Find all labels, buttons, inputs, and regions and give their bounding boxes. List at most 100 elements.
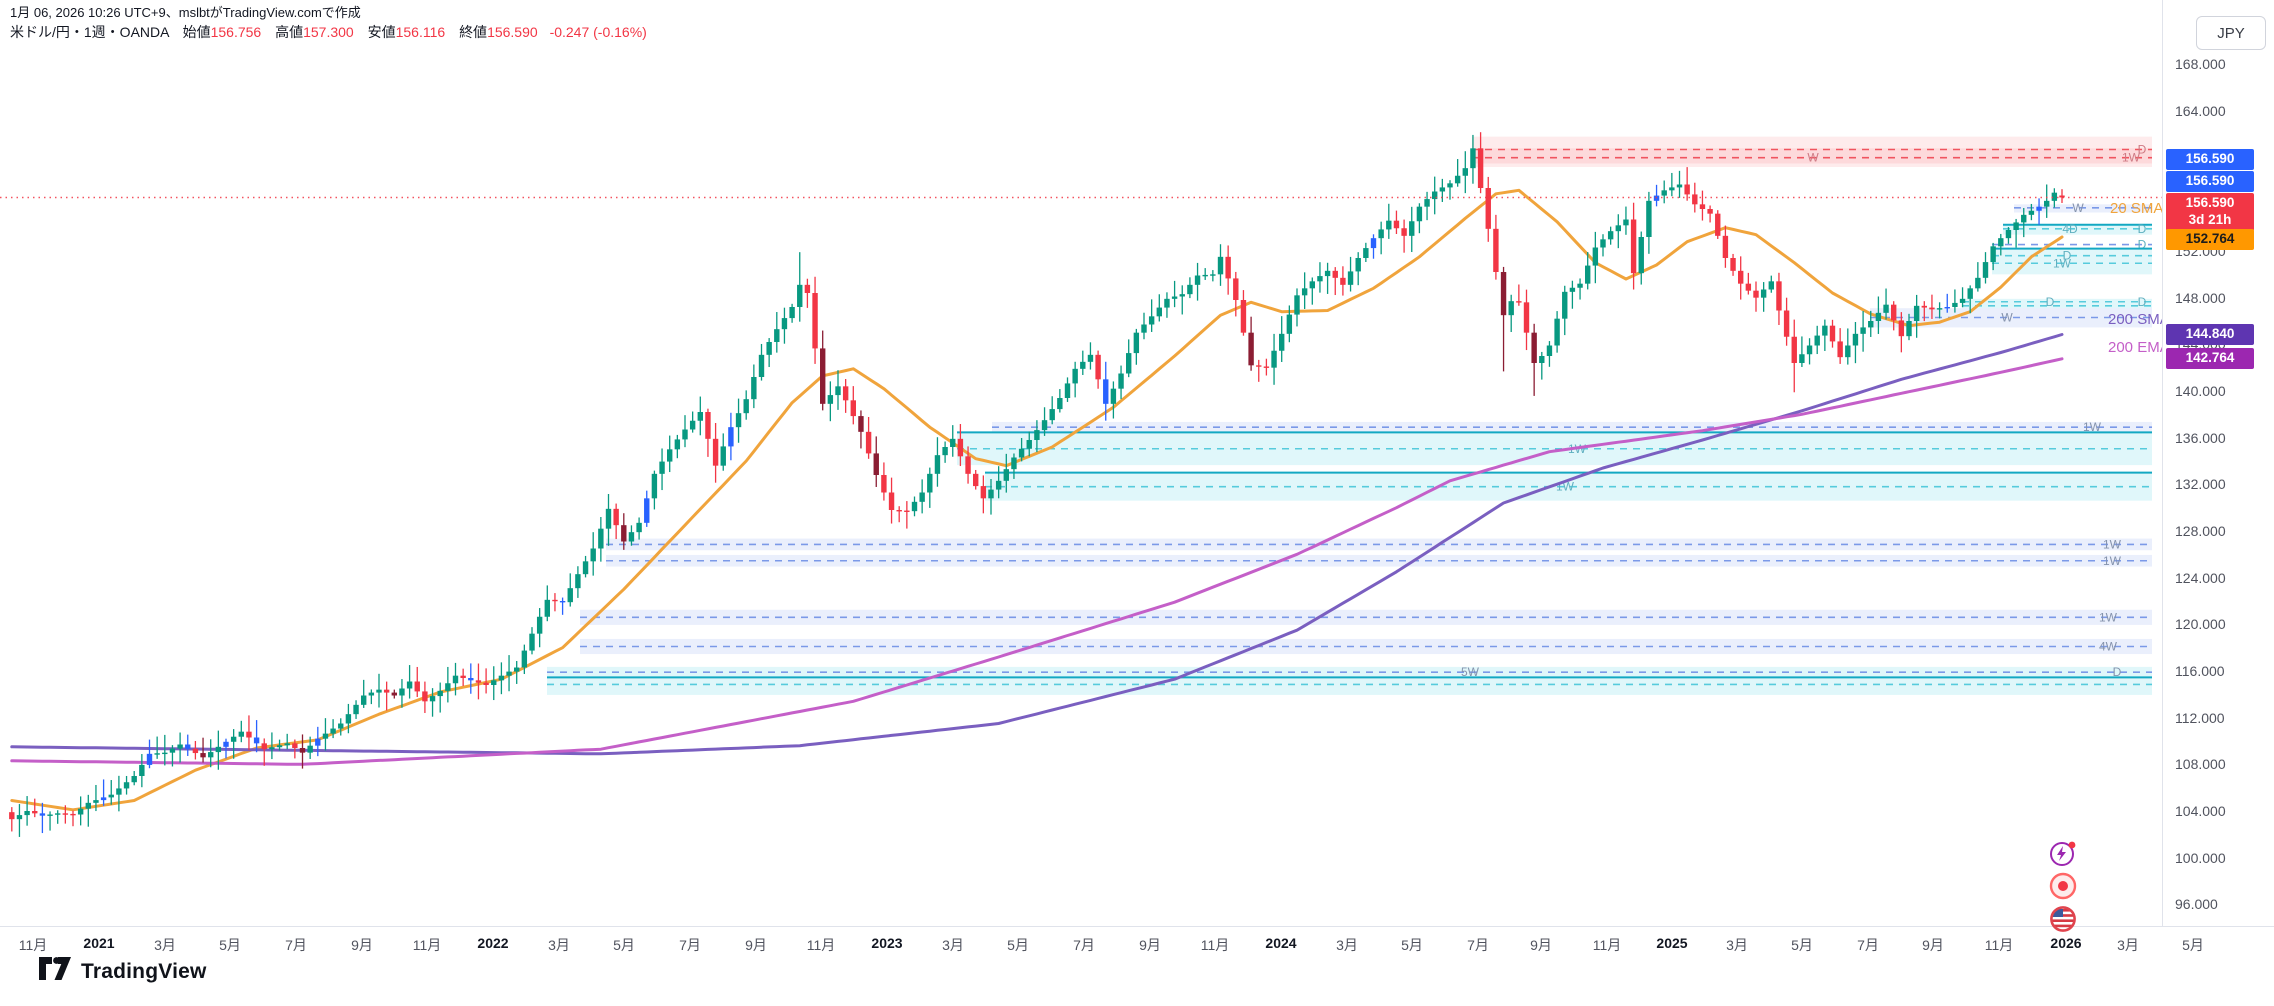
close-value: 156.590: [487, 24, 538, 40]
candle-body: [1707, 209, 1713, 214]
zone-timeframe-label: 1W: [2083, 420, 2102, 434]
time-tick-label: 5月: [1401, 937, 1423, 953]
candle-body: [1921, 305, 1927, 308]
supply-demand-zone[interactable]: [547, 666, 2152, 695]
candle-body: [1585, 265, 1591, 284]
candle-body: [1087, 354, 1094, 362]
change-value: -0.247 (-0.16%): [549, 24, 647, 40]
zone-timeframe-label: 1W: [2103, 554, 2122, 568]
candle-body: [514, 667, 520, 672]
time-axis[interactable]: 11月 2021 3月 5月 7月 9月 11月 2022 3月 5月 7月 9月 11月 2023 3月 5…: [0, 926, 2274, 959]
candle-body: [1669, 187, 1675, 191]
candle-body: [858, 416, 864, 432]
candle-body: [529, 633, 535, 651]
candle-body: [1806, 345, 1813, 355]
candle-body: [965, 456, 971, 474]
candle-body: [659, 461, 665, 474]
candle-body: [116, 788, 122, 795]
candle-body: [284, 743, 290, 746]
price-tick-label: 140.000: [2175, 383, 2226, 399]
us-flag-icon[interactable]: [2048, 904, 2078, 934]
candle-body: [942, 447, 948, 456]
candle-body: [1332, 270, 1338, 278]
candle-body: [911, 501, 918, 512]
candle-body: [1370, 238, 1377, 249]
candle-body: [1309, 281, 1315, 289]
candle-body: [139, 764, 145, 777]
candle-body: [1898, 320, 1905, 337]
200-ema-line[interactable]: [10, 357, 2064, 766]
candle-body: [506, 671, 512, 676]
ma-name-label: 200 SMA: [2108, 311, 2170, 328]
time-tick-label: 2023: [871, 935, 903, 951]
tradingview-branding[interactable]: TradingView: [38, 956, 207, 987]
candle-body: [1730, 258, 1736, 271]
time-tick-label: 7月: [1073, 937, 1095, 953]
candle-body: [1156, 307, 1162, 317]
candle-body: [1103, 379, 1109, 404]
time-tick-label: 7月: [1857, 937, 1879, 953]
candle-body: [1852, 333, 1859, 346]
candle-body: [1722, 235, 1729, 259]
candle-body: [1936, 308, 1943, 310]
symbol-legend[interactable]: 米ドル/円・1週・OANDA 始値156.756 高値157.300 安値156…: [10, 22, 647, 42]
time-tick-label: 9月: [1139, 937, 1161, 953]
candle-body: [1493, 228, 1499, 273]
supply-demand-zone[interactable]: [1472, 148, 2152, 164]
currency-toggle-button[interactable]: JPY: [2196, 16, 2266, 50]
supply-demand-zone[interactable]: [992, 421, 2152, 433]
candle-body: [1607, 231, 1614, 240]
candle-body: [1317, 276, 1323, 282]
candle-body: [1814, 335, 1820, 346]
time-tick-label: 5月: [1007, 937, 1029, 953]
time-tick-label: 11月: [1592, 937, 1622, 953]
lightning-icon[interactable]: [2048, 838, 2078, 868]
symbol-title: 米ドル/円・1週・OANDA: [10, 24, 169, 40]
candle-body: [315, 738, 321, 746]
price-axis[interactable]: 96.000 100.000 104.000 108.000 112.000 116.00…: [2162, 0, 2274, 926]
candle-body: [728, 427, 734, 447]
candle-body: [32, 811, 38, 814]
candle-body: [55, 813, 61, 815]
supply-demand-zone[interactable]: [2003, 224, 2152, 235]
candle-body: [1210, 274, 1216, 276]
candle-body: [605, 508, 612, 529]
price-tick-label: 120.000: [2175, 616, 2226, 633]
candle-body: [1692, 194, 1698, 205]
candle-body: [185, 744, 191, 749]
supply-demand-zone[interactable]: [985, 472, 2152, 501]
candle-body: [1523, 302, 1530, 333]
candle-body: [827, 395, 834, 404]
candle-body: [307, 745, 313, 753]
candle-body: [1187, 284, 1193, 295]
supply-demand-zone[interactable]: [1472, 136, 2152, 168]
candle-body: [1447, 183, 1453, 188]
candle-body: [1799, 354, 1805, 364]
candle-body: [1118, 373, 1124, 389]
candle-body: [9, 812, 15, 820]
time-tick-label: 2025: [1656, 935, 1688, 951]
chart-event-icons: [2048, 838, 2082, 934]
record-icon[interactable]: [2048, 871, 2078, 901]
candle-body: [705, 412, 711, 439]
supply-demand-zone[interactable]: [1962, 298, 2152, 309]
candle-body: [1845, 345, 1851, 358]
candle-body: [1141, 324, 1147, 333]
candle-body: [774, 329, 780, 343]
candle-body: [842, 386, 849, 401]
candle-body: [2028, 210, 2035, 215]
candle-body: [1990, 246, 1996, 263]
candle-body: [1653, 195, 1660, 201]
low-label: 安値: [367, 24, 396, 40]
candle-body: [667, 449, 673, 462]
candle-body: [1546, 345, 1553, 357]
candle-body: [429, 696, 436, 702]
candle-body: [1569, 287, 1576, 292]
200-sma-line[interactable]: [10, 333, 2064, 756]
candle-body: [123, 782, 130, 789]
time-tick-label: 7月: [1467, 937, 1489, 953]
time-tick-label: 11月: [1200, 937, 1230, 953]
candle-body: [93, 800, 99, 803]
time-tick-label: 3月: [1726, 937, 1748, 953]
